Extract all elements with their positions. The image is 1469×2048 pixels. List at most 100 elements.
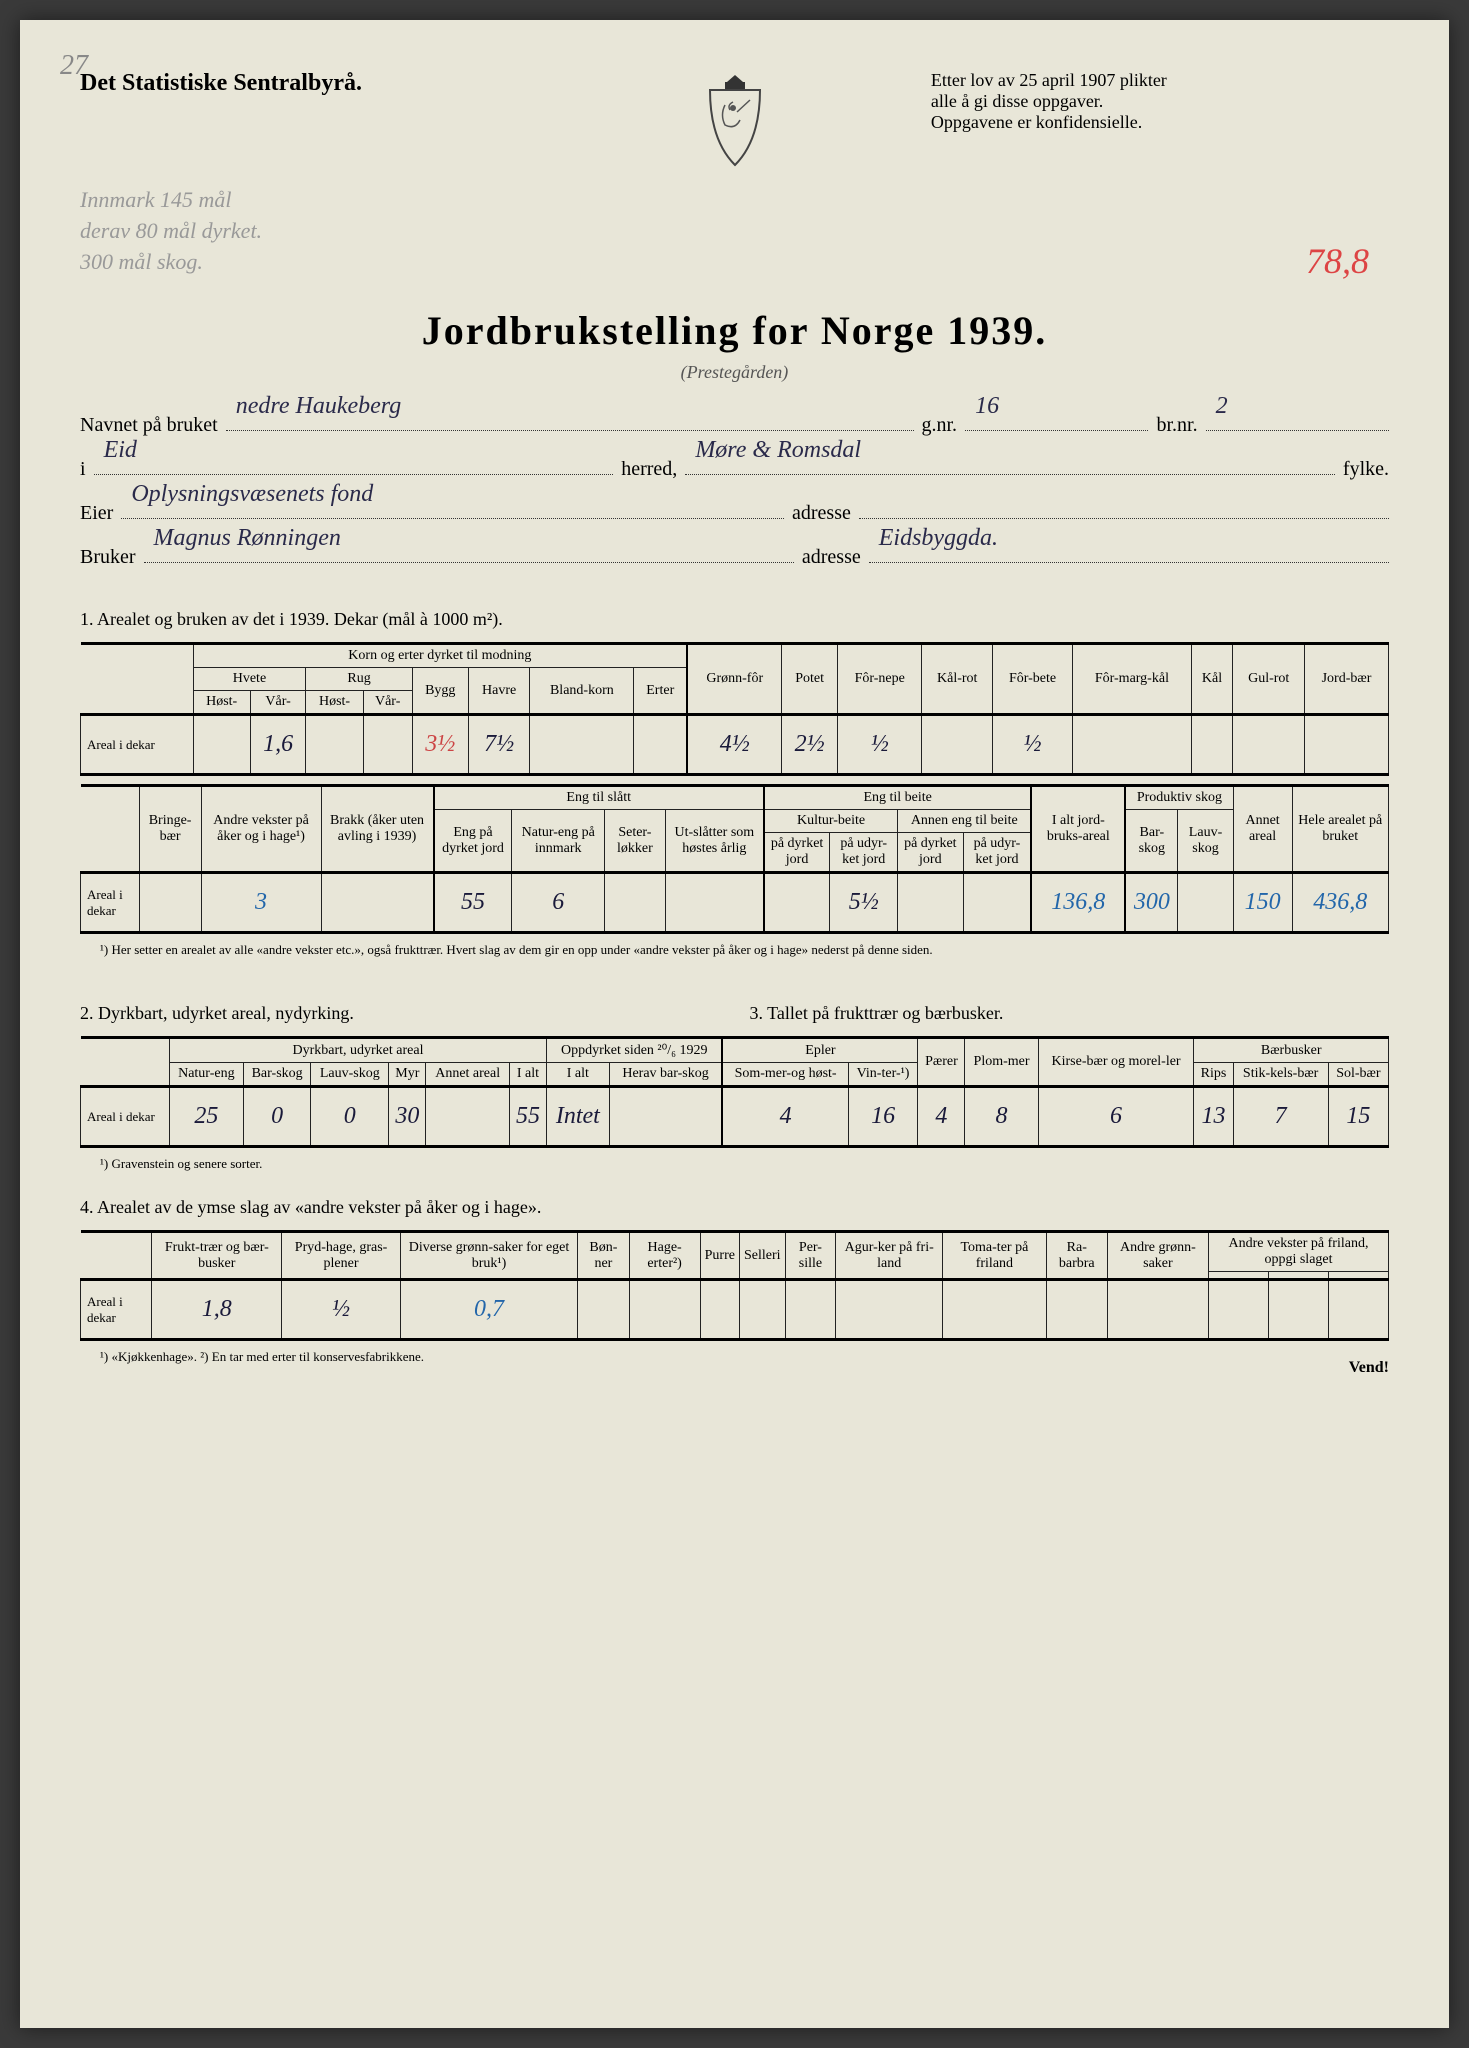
th-lauvskog2: Lauv-skog	[1178, 810, 1233, 873]
th-opp-herav: Herav bar-skog	[609, 1063, 722, 1087]
th-ab-dyrket: på dyrket jord	[898, 833, 963, 873]
th-annet-areal: Annet areal	[1233, 786, 1292, 873]
th-annet2: Annet areal	[426, 1063, 509, 1087]
th-bringe: Bringe-bær	[139, 786, 201, 873]
th-baerbusker-grp: Bærbusker	[1194, 1038, 1389, 1063]
val-andre: 3	[201, 873, 321, 933]
th-lauvskog3: Lauv-skog	[311, 1063, 389, 1087]
val-potet: 2½	[782, 715, 838, 775]
val-eng-dyrket: 55	[434, 873, 512, 933]
th-gronnfor: Grønn-fôr	[687, 644, 782, 715]
val-gronnfor: 4½	[687, 715, 782, 775]
th-persille: Per-sille	[785, 1232, 836, 1280]
th-annen-beite: Annen eng til beite	[898, 810, 1032, 833]
v-rips: 13	[1194, 1087, 1233, 1147]
table-4: Frukt-trær og bær-busker Pryd-hage, gras…	[80, 1230, 1389, 1341]
th-kal: Kål	[1191, 644, 1233, 715]
table-1a: Korn og erter dyrket til modning Grønn-f…	[80, 642, 1389, 776]
val-bygg: 3½	[412, 715, 468, 775]
th-pryd: Pryd-hage, gras-plener	[282, 1232, 401, 1280]
v-stikkels: 7	[1233, 1087, 1328, 1147]
section1-footnote: ¹) Her setter en arealet av alle «andre …	[100, 942, 1389, 958]
th-tomater: Toma-ter på friland	[943, 1232, 1047, 1280]
th-blandkorn: Bland-korn	[530, 668, 634, 715]
th-andre-gronn: Andre grønn-saker	[1107, 1232, 1208, 1280]
th-bonner: Bøn-ner	[578, 1232, 629, 1280]
section3-header: 3. Tallet på frukttrær og bærbusker.	[750, 1003, 1390, 1024]
property-form: Navnet på bruket nedre Haukeberg g.nr. 1…	[80, 403, 1389, 579]
val-ialt: 136,8	[1031, 873, 1125, 933]
th-purre: Purre	[700, 1232, 739, 1280]
crest-container	[636, 70, 832, 175]
th-stikkels: Stik-kels-bær	[1233, 1063, 1328, 1087]
v4-pryd: ½	[282, 1280, 401, 1340]
th-bygg: Bygg	[412, 668, 468, 715]
th-kirsebaer: Kirse-bær og morel-ler	[1038, 1038, 1194, 1087]
v-paerer: 4	[918, 1087, 965, 1147]
th-sommer: Som-mer-og høst-	[722, 1063, 848, 1087]
th-paerer: Pærer	[918, 1038, 965, 1087]
herred-value: Møre & Romsdal	[695, 424, 861, 477]
th-andre-friland: Andre vekster på friland, oppgi slaget	[1209, 1232, 1389, 1272]
th-natureng2: Natur-eng	[169, 1063, 243, 1087]
th-brakk: Brakk (åker uten avling i 1939)	[321, 786, 433, 873]
val-hvete-var: 1,6	[250, 715, 306, 775]
section1-header: 1. Arealet og bruken av det i 1939. Deka…	[80, 609, 1389, 630]
th-ialt2: I alt	[509, 1063, 546, 1087]
th-hele: Hele arealet på bruket	[1292, 786, 1388, 873]
th-eng-slatt: Eng til slått	[434, 786, 764, 810]
coat-of-arms-icon	[695, 70, 775, 170]
legal-line-3: Oppgavene er konfidensielle.	[931, 112, 1389, 133]
th-hageerter: Hage-erter²)	[629, 1232, 700, 1280]
brnr-value: 2	[1216, 380, 1228, 433]
th-oppdyrket-grp: Oppdyrket siden ²⁰/₆ 1929	[547, 1038, 723, 1063]
bruker-value: Magnus Rønningen	[154, 512, 341, 565]
th-myr: Myr	[389, 1063, 426, 1087]
section2-header: 2. Dyrkbart, udyrket areal, nydyrking.	[80, 1003, 720, 1024]
v-opp-ialt: Intet	[547, 1087, 610, 1147]
handwritten-notes: Innmark 145 mål derav 80 mål dyrket. 300…	[80, 185, 1389, 277]
th-frukt: Frukt-trær og bær-busker	[152, 1232, 282, 1280]
th-barskog2: Bar-skog	[1125, 810, 1178, 873]
v4-frukt: 1,8	[152, 1280, 282, 1340]
adresse2-value: Eidsbyggda.	[879, 512, 998, 565]
legal-notice: Etter lov av 25 april 1907 plikter alle …	[931, 70, 1389, 133]
navnet-label: Navnet på bruket	[80, 403, 218, 447]
th-vinter: Vin-ter-¹)	[848, 1063, 918, 1087]
adresse2-label: adresse	[802, 535, 861, 579]
legal-line-1: Etter lov av 25 april 1907 plikter	[931, 70, 1389, 91]
th-rug-var: Vår-	[363, 691, 412, 715]
th-kb-udyrket: på udyr-ket jord	[830, 833, 898, 873]
val-barskog: 300	[1125, 873, 1178, 933]
section4-footnote: ¹) «Kjøkkenhage». ²) En tar med erter ti…	[100, 1349, 424, 1377]
agency-name: Det Statistiske Sentralbyrå.	[80, 70, 538, 97]
th-natureng: Natur-eng på innmark	[512, 810, 605, 873]
th-havre: Havre	[468, 668, 530, 715]
v-kirsebaer: 6	[1038, 1087, 1194, 1147]
main-title: Jordbrukstelling for Norge 1939.	[80, 307, 1389, 354]
th-eng-beite: Eng til beite	[764, 786, 1032, 810]
th-ialt-jord: I alt jord-bruks-areal	[1031, 786, 1125, 873]
brnr-label: br.nr.	[1156, 403, 1197, 447]
row4-label: Areal i dekar	[81, 1280, 152, 1340]
th-diverse: Diverse grønn-saker for eget bruk¹)	[400, 1232, 577, 1280]
th-plommer: Plom-mer	[965, 1038, 1038, 1087]
th-hvete-var: Vår-	[250, 691, 306, 715]
val-fornepe: ½	[837, 715, 922, 775]
val-kb-udyr: 5½	[830, 873, 898, 933]
section2-footnote: ¹) Gravenstein og senere sorter.	[100, 1156, 1389, 1172]
val-hele: 436,8	[1292, 873, 1388, 933]
th-solbaer: Sol-bær	[1328, 1063, 1388, 1087]
v-myr: 30	[389, 1087, 426, 1147]
val-natureng: 6	[512, 873, 605, 933]
th-erter: Erter	[634, 668, 687, 715]
bruker-label: Bruker	[80, 535, 136, 579]
v-ialt: 55	[509, 1087, 546, 1147]
val-forbete: ½	[993, 715, 1073, 775]
eier-label: Eier	[80, 491, 113, 535]
val-annet-ar: 150	[1233, 873, 1292, 933]
v4-diverse: 0,7	[400, 1280, 577, 1340]
th-ab-udyrket: på udyr-ket jord	[963, 833, 1031, 873]
th-rug: Rug	[306, 668, 412, 691]
th-selleri: Selleri	[739, 1232, 785, 1280]
